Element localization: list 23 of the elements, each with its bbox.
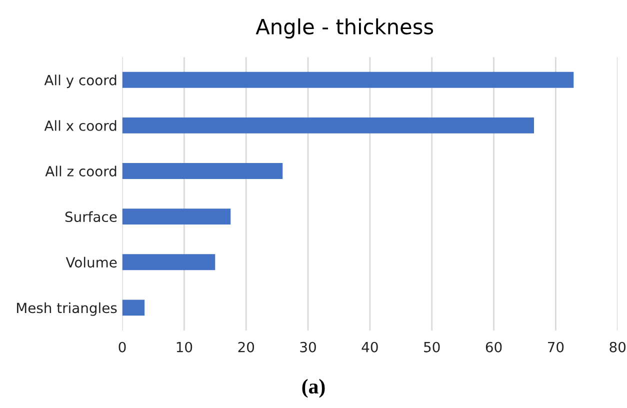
- x-tick-label: 30: [300, 342, 316, 352]
- bar: [122, 163, 283, 179]
- x-tick-label: 0: [118, 342, 126, 352]
- x-tick-label: 10: [176, 342, 192, 352]
- y-tick-label: All y coord: [44, 74, 116, 88]
- y-tick-label: Mesh triangles: [17, 302, 117, 316]
- bar: [122, 208, 231, 225]
- x-tick-label: 50: [424, 342, 440, 352]
- y-tick-label: Volume: [66, 256, 117, 268]
- text: (a): [302, 378, 325, 398]
- bar: [122, 117, 534, 134]
- x-tick-label: 60: [486, 342, 502, 352]
- bar: [122, 254, 216, 270]
- bar: [122, 300, 145, 316]
- y-tick-label: Surface: [65, 211, 117, 222]
- bar: [122, 72, 574, 88]
- x-tick-label: 70: [548, 342, 564, 352]
- y-tick-label: All z coord: [45, 166, 116, 176]
- chart-title: Angle - thickness: [256, 18, 434, 39]
- x-tick-label: 20: [238, 342, 254, 352]
- y-tick-label: All x coord: [44, 120, 116, 131]
- x-tick-label: 40: [362, 342, 378, 352]
- x-tick-label: 80: [610, 342, 626, 352]
